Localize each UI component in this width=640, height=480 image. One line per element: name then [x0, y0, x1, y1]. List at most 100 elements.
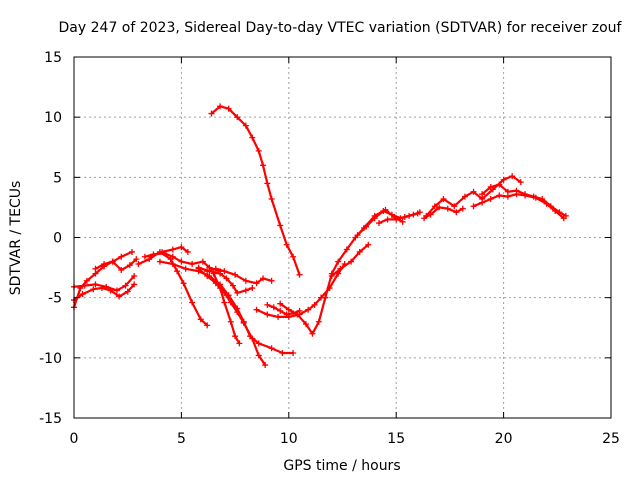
data-point [380, 208, 387, 215]
data-point [169, 246, 176, 253]
data-point [427, 211, 434, 218]
data-point [178, 258, 185, 265]
data-point [305, 306, 312, 313]
data-point [184, 248, 191, 255]
data-point [479, 199, 486, 206]
data-point [496, 192, 503, 199]
series-arc-7 [148, 244, 191, 260]
data-point [311, 301, 318, 308]
data-point [354, 232, 361, 239]
chart-title: Day 247 of 2023, Sidereal Day-to-day VTE… [59, 20, 623, 36]
series-arc-23 [264, 301, 303, 318]
data-point [212, 265, 219, 272]
data-point [416, 209, 423, 216]
x-tick-label: 0 [70, 431, 79, 447]
data-point [517, 179, 524, 186]
data-point [217, 285, 224, 292]
series-line [210, 105, 301, 276]
data-series [71, 103, 569, 369]
data-point [178, 244, 185, 251]
data-point [479, 191, 486, 198]
data-point [431, 203, 438, 210]
data-point [169, 253, 176, 260]
data-point [133, 256, 140, 263]
data-point [128, 248, 135, 255]
data-point [225, 105, 232, 112]
data-point [262, 362, 269, 369]
data-point [328, 273, 335, 280]
data-point [131, 273, 138, 280]
data-point [141, 253, 148, 260]
data-point [285, 306, 292, 313]
data-point [131, 281, 138, 288]
data-point [530, 193, 537, 200]
data-point [384, 216, 391, 223]
data-point [496, 181, 503, 188]
data-point [159, 248, 166, 255]
data-point [470, 188, 477, 195]
x-tick-label: 5 [177, 431, 186, 447]
data-point [79, 291, 86, 298]
data-point [343, 246, 350, 253]
series-line [212, 272, 241, 345]
tick-labels: 0 5 10 15 20 25 -15 -10 -5 0 5 10 15 [39, 50, 620, 447]
series-arc-13 [208, 103, 303, 278]
data-point [255, 352, 262, 359]
series-arc-2 [71, 273, 138, 294]
y-tick-label: 15 [44, 50, 62, 66]
data-point [371, 215, 378, 222]
data-point [253, 280, 260, 287]
data-point [309, 330, 316, 337]
series-arc-11 [195, 264, 256, 296]
data-point [255, 147, 262, 154]
data-point [249, 134, 256, 141]
data-point [217, 270, 224, 277]
data-point [275, 313, 282, 320]
y-tick-label: -15 [39, 411, 62, 427]
data-point [109, 258, 116, 265]
data-point [189, 260, 196, 267]
data-point [260, 275, 267, 282]
data-point [189, 299, 196, 306]
x-tick-label: 15 [387, 431, 405, 447]
series-arc-10 [210, 270, 243, 347]
data-point [290, 350, 297, 357]
y-tick-label: 0 [53, 231, 62, 247]
data-point [122, 282, 129, 289]
series-arc-18 [376, 209, 423, 227]
data-point [277, 222, 284, 229]
data-point [264, 180, 271, 187]
data-point [223, 275, 230, 282]
data-point [470, 203, 477, 210]
data-point [277, 300, 284, 307]
data-point [365, 241, 372, 248]
data-point [92, 265, 99, 272]
data-point [376, 220, 383, 227]
data-point [296, 307, 303, 314]
x-tick-label: 10 [280, 431, 298, 447]
series-line [94, 258, 138, 272]
data-point [156, 258, 163, 265]
data-point [135, 260, 142, 267]
data-point [509, 173, 516, 180]
data-point [148, 253, 155, 260]
data-point [242, 277, 249, 284]
data-point [232, 333, 239, 340]
data-point [283, 311, 290, 318]
data-point [234, 309, 241, 316]
data-point [255, 340, 262, 347]
data-point [90, 286, 97, 293]
data-point [234, 289, 241, 296]
data-point [242, 287, 249, 294]
data-point [264, 311, 271, 318]
data-point [436, 204, 443, 211]
data-point [337, 265, 344, 272]
data-point [451, 203, 458, 210]
data-point [253, 306, 260, 313]
series-arc-22 [421, 204, 466, 222]
series-arc-21 [479, 181, 569, 219]
y-tick-label: 10 [44, 110, 62, 126]
data-point [444, 205, 451, 212]
data-point [440, 195, 447, 202]
